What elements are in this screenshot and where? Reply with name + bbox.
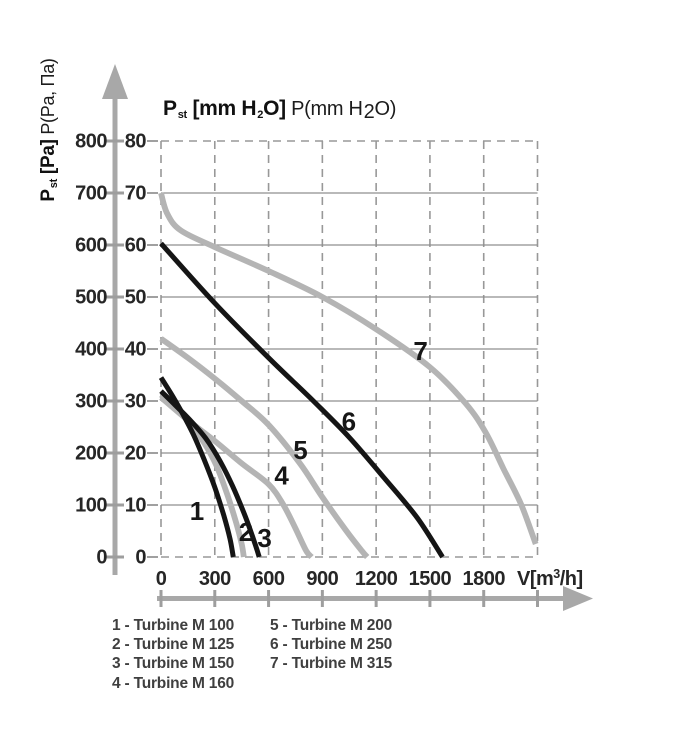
y-tick-label-pa: 400 bbox=[75, 339, 107, 361]
x-tick-label: 1200 bbox=[355, 568, 398, 590]
y-tick-label-pa: 600 bbox=[75, 235, 107, 257]
y-tick-label-pa: 800 bbox=[75, 131, 107, 153]
legend: 1 - Turbine M 100 2 - Turbine M 125 3 - … bbox=[112, 616, 392, 693]
legend-item-4: 4 - Turbine M 160 bbox=[112, 674, 235, 692]
gridlines bbox=[147, 140, 539, 558]
title-p: P bbox=[163, 97, 177, 120]
y-tick-label-pa: 100 bbox=[75, 495, 107, 517]
curve-label-2: 2 bbox=[239, 517, 253, 547]
y-title-sub-st: st bbox=[48, 179, 60, 189]
title-plain: P(mm H bbox=[285, 98, 363, 120]
curve-turbine-m-200 bbox=[159, 336, 370, 559]
y-tick-label-pa: 200 bbox=[75, 443, 107, 465]
legend-item-3: 3 - Turbine M 150 bbox=[112, 655, 235, 673]
y-title-plain: P(Pa, Па) bbox=[38, 58, 58, 140]
y-tick-label-mm: 50 bbox=[125, 287, 147, 309]
curve-label-4: 4 bbox=[274, 460, 289, 490]
y-tick-label-mm: 10 bbox=[125, 495, 147, 517]
curve-label-1: 1 bbox=[190, 496, 204, 526]
tick-labels: 0100200300400500600700800010203040506070… bbox=[75, 131, 583, 591]
y-title-unit: [Pa] bbox=[38, 139, 59, 180]
y-tick-label-mm: 80 bbox=[125, 131, 147, 153]
y-tick-label-pa: 500 bbox=[75, 287, 107, 309]
legend-item-2: 2 - Turbine M 125 bbox=[112, 636, 235, 654]
chart-title-mm-h2o: Pst [mm H2O] P(mm H2O) bbox=[163, 97, 396, 124]
legend-column-2: 5 - Turbine M 200 6 - Turbine M 250 7 - … bbox=[270, 616, 392, 693]
x-tick-label: 1800 bbox=[462, 568, 505, 590]
title-unit-close: O] bbox=[263, 97, 286, 120]
title-unit-open: [mm H bbox=[186, 97, 257, 120]
legend-item-5: 5 - Turbine M 200 bbox=[270, 617, 393, 634]
y-tick-label-mm: 20 bbox=[125, 443, 147, 465]
x-tick-label: 600 bbox=[253, 568, 285, 590]
axes bbox=[102, 64, 593, 611]
x-tick-label: 1500 bbox=[409, 568, 452, 590]
title-sub-2: 2 bbox=[257, 109, 264, 121]
x-tick-label: 900 bbox=[306, 568, 338, 590]
curve-turbine-m-125 bbox=[159, 392, 247, 558]
title-plain-sub-2: 2 bbox=[363, 101, 375, 123]
y-tick-label-pa: 700 bbox=[75, 183, 107, 205]
legend-item-7: 7 - Turbine M 315 bbox=[270, 655, 393, 673]
y-axis-title-pa: Pst [Pa] P(Pa, Па) bbox=[38, 25, 60, 235]
curve-turbine-m-250 bbox=[159, 241, 445, 559]
curve-turbine-m-100 bbox=[158, 376, 236, 558]
x-tick-label: 0 bbox=[156, 568, 167, 590]
y-tick-label-mm: 40 bbox=[125, 339, 147, 361]
y-tick-label-mm: 70 bbox=[125, 183, 147, 205]
curve-turbine-m-150 bbox=[159, 389, 262, 558]
y-tick-label-mm: 30 bbox=[125, 391, 147, 413]
legend-column-1: 1 - Turbine M 100 2 - Turbine M 125 3 - … bbox=[112, 616, 270, 693]
y-title-p: P bbox=[38, 189, 59, 202]
legend-item-6: 6 - Turbine M 250 bbox=[270, 636, 393, 654]
title-sub-st: st bbox=[177, 109, 187, 121]
y-axis-arrowhead bbox=[102, 64, 128, 99]
y-tick-label-mm: 0 bbox=[135, 547, 146, 569]
x-axis-unit-label: V[m3/h] bbox=[517, 567, 583, 590]
legend-item-1: 1 - Turbine M 100 bbox=[112, 617, 235, 634]
x-tick-label: 300 bbox=[199, 568, 231, 590]
curve-label-7: 7 bbox=[413, 336, 427, 366]
curve-label-3: 3 bbox=[257, 523, 271, 553]
title-plain-close: O) bbox=[374, 98, 397, 120]
curve-turbine-m-315 bbox=[158, 192, 539, 546]
x-axis-arrowhead bbox=[563, 586, 593, 611]
curves bbox=[158, 192, 539, 560]
y-tick-label-pa: 0 bbox=[96, 547, 107, 569]
curve-label-6: 6 bbox=[342, 406, 356, 436]
y-tick-label-pa: 300 bbox=[75, 391, 107, 413]
y-tick-label-mm: 60 bbox=[125, 235, 147, 257]
curve-label-5: 5 bbox=[293, 435, 307, 465]
